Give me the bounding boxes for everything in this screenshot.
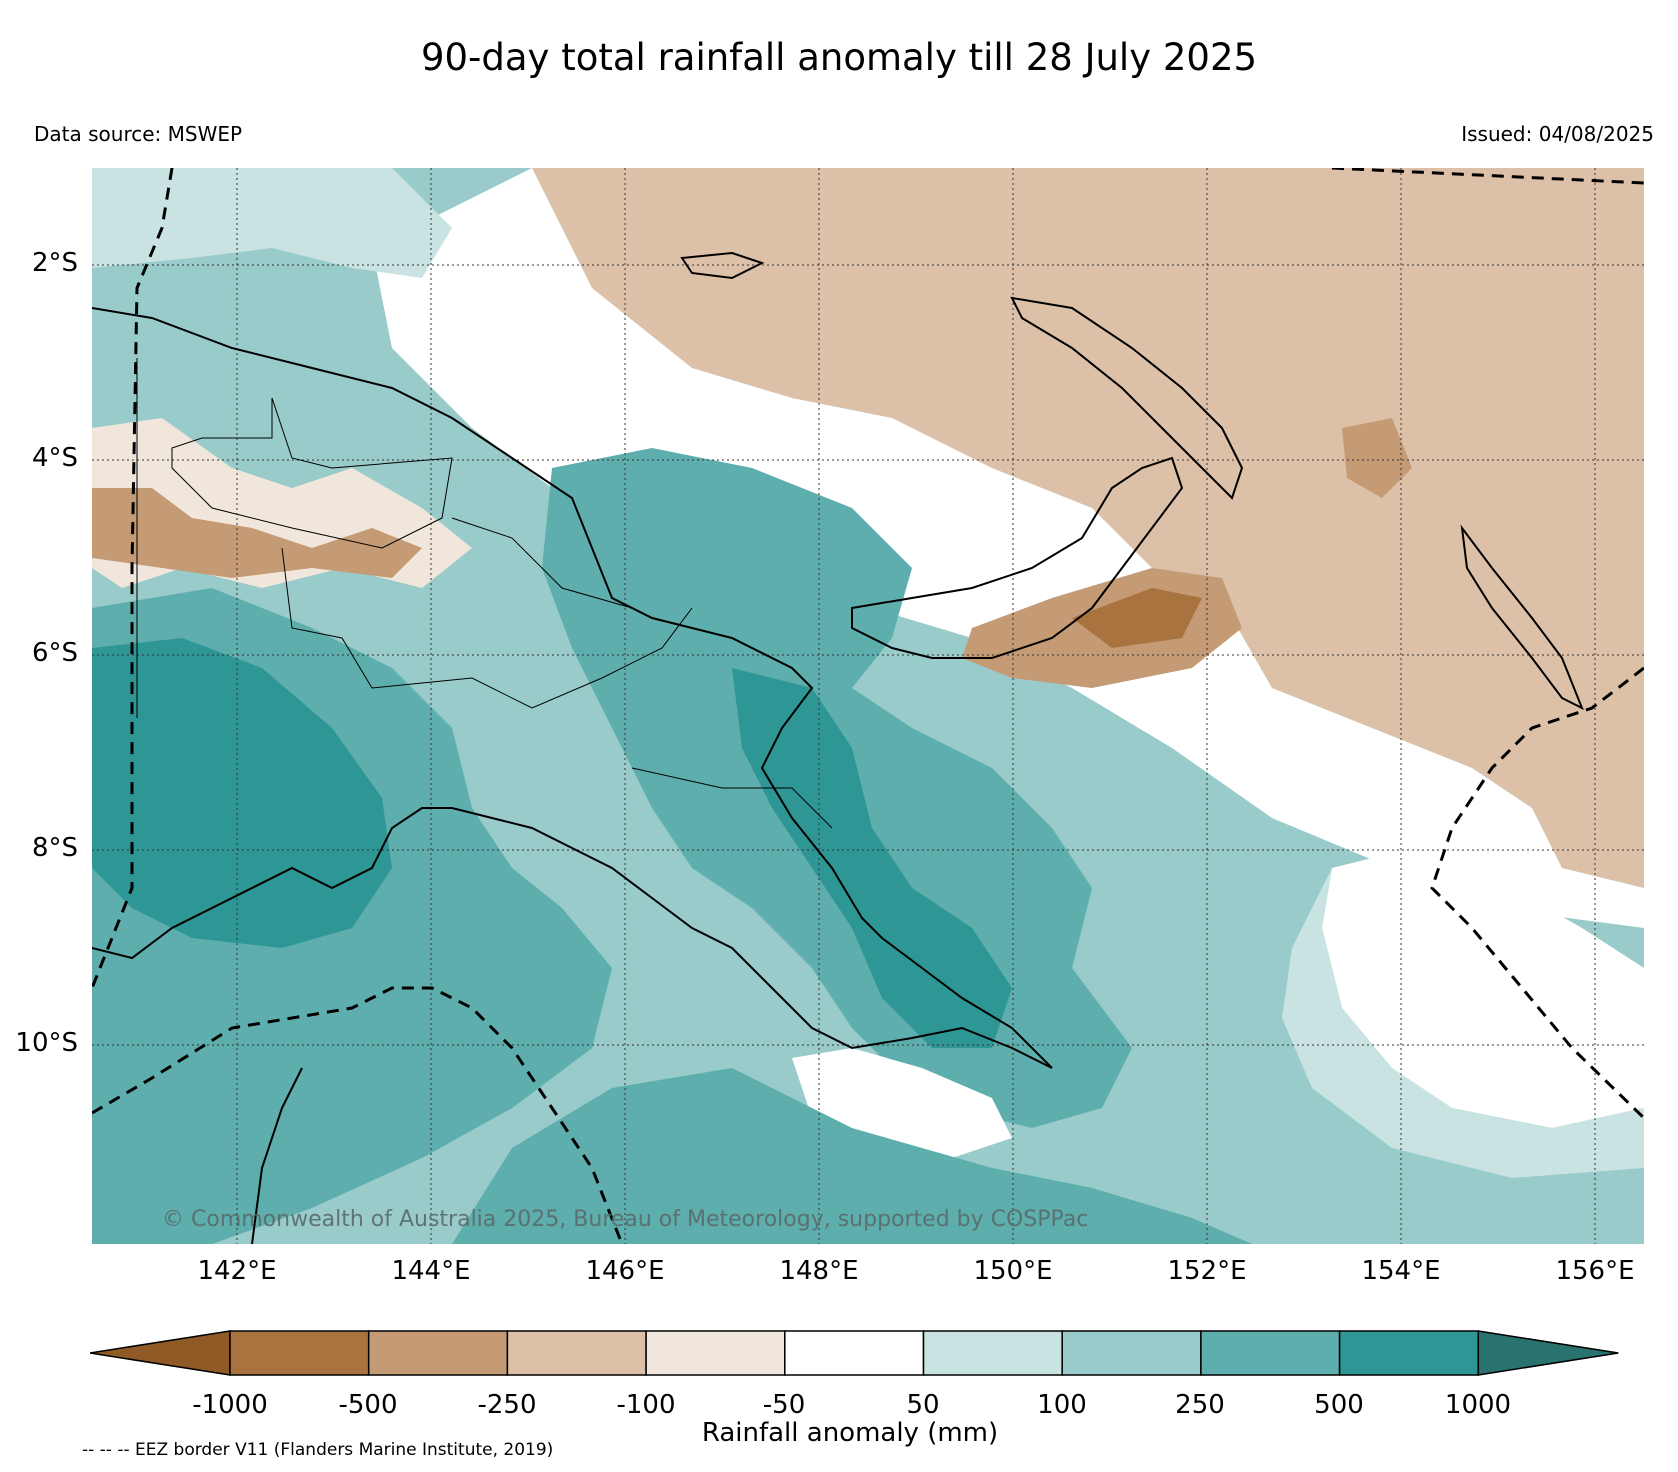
colorbar-cell bbox=[1338, 1330, 1480, 1376]
colorbar-tick: 50 bbox=[906, 1390, 940, 1420]
lat-label-10s: 10°S bbox=[15, 1028, 78, 1058]
colorbar-tick: 100 bbox=[1037, 1390, 1087, 1420]
dry-anomaly-region-west bbox=[92, 488, 422, 578]
wet-anomaly-region-south bbox=[452, 1068, 1252, 1244]
colorbar-cell bbox=[784, 1330, 925, 1376]
lat-label-6s: 6°S bbox=[31, 638, 78, 668]
colorbar-tick: -1000 bbox=[192, 1390, 268, 1420]
weak-wet-region-south-east bbox=[1282, 868, 1644, 1178]
dry-anomaly-region-north bbox=[532, 168, 1644, 888]
colorbar-cell bbox=[229, 1330, 370, 1376]
map-title: 90-day total rainfall anomaly till 28 Ju… bbox=[420, 36, 1258, 79]
neutral-region-south-east bbox=[1322, 848, 1644, 1128]
colorbar-cell bbox=[1061, 1330, 1202, 1376]
eez-border-note: -- -- -- EEZ border V11 (Flanders Marine… bbox=[82, 1440, 554, 1460]
coastlines bbox=[92, 251, 1584, 1244]
cape-york-coastline bbox=[251, 1067, 303, 1244]
new-ireland-coastline bbox=[1010, 296, 1244, 500]
lat-label-8s: 8°S bbox=[31, 833, 78, 863]
lon-label-150e: 150°E bbox=[973, 1256, 1053, 1286]
colorbar-cells bbox=[90, 1330, 1619, 1376]
neutral-region-band bbox=[372, 168, 1644, 928]
strong-wet-anomaly-region-south-west bbox=[92, 638, 392, 948]
lat-label-4s: 4°S bbox=[31, 443, 78, 473]
issued-date-label: Issued: 04/08/2025 bbox=[1461, 122, 1654, 146]
strong-wet-anomaly-region-central bbox=[732, 668, 1012, 1048]
colorbar-cell bbox=[506, 1330, 647, 1376]
bougainville-coastline bbox=[1460, 524, 1584, 711]
colorbar-tick: 250 bbox=[1175, 1390, 1225, 1420]
lon-label-144e: 144°E bbox=[391, 1256, 471, 1286]
rainfall-anomaly-map bbox=[92, 168, 1644, 1244]
colorbar bbox=[90, 1330, 1619, 1376]
province-borders bbox=[136, 358, 833, 829]
copyright-notice: © Commonwealth of Australia 2025, Bureau… bbox=[162, 1207, 1089, 1232]
colorbar-tick: -50 bbox=[762, 1390, 806, 1420]
colorbar-cell bbox=[922, 1330, 1063, 1376]
lon-label-146e: 146°E bbox=[585, 1256, 665, 1286]
dry-anomaly-core-new-britain bbox=[1072, 588, 1202, 648]
colorbar-extension-high bbox=[1477, 1330, 1619, 1376]
lon-label-148e: 148°E bbox=[779, 1256, 859, 1286]
new-guinea-coastline bbox=[92, 307, 1053, 1069]
new-britain-coastline bbox=[851, 456, 1184, 659]
lat-label-2s: 2°S bbox=[31, 248, 78, 278]
colorbar-tick: -500 bbox=[338, 1390, 398, 1420]
colorbar-cell bbox=[645, 1330, 786, 1376]
colorbar-label: Rainfall anomaly (mm) bbox=[701, 1418, 999, 1448]
dry-anomaly-region-bougainville bbox=[1342, 418, 1412, 498]
weak-wet-region-north-west bbox=[92, 168, 452, 278]
lon-label-154e: 154°E bbox=[1361, 1256, 1441, 1286]
colorbar-extension-low bbox=[90, 1330, 231, 1376]
eez-borders bbox=[92, 168, 1644, 1244]
lon-label-156e: 156°E bbox=[1555, 1256, 1635, 1286]
lon-label-152e: 152°E bbox=[1167, 1256, 1247, 1286]
colorbar-tick: -250 bbox=[477, 1390, 537, 1420]
manus-island-coastline bbox=[680, 251, 765, 280]
colorbar-tick: -100 bbox=[616, 1390, 676, 1420]
colorbar-tick: 1000 bbox=[1444, 1390, 1512, 1420]
data-source-label: Data source: MSWEP bbox=[34, 122, 243, 146]
colorbar-cell bbox=[367, 1330, 509, 1376]
colorbar-tick: 500 bbox=[1314, 1390, 1364, 1420]
colorbar-cell bbox=[1200, 1330, 1341, 1376]
lon-label-142e: 142°E bbox=[197, 1256, 277, 1286]
